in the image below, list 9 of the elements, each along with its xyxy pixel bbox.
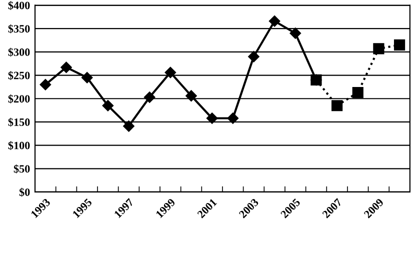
- y-tick-label: $350: [8, 24, 30, 34]
- y-tick-label: $150: [8, 118, 30, 127]
- y-tick-label: $0: [19, 188, 30, 197]
- y-tick-label: $300: [8, 48, 30, 57]
- y-tick-label: $50: [14, 164, 30, 174]
- y-tick-label: $250: [8, 71, 30, 80]
- y-tick-label: $400: [8, 1, 30, 10]
- y-tick-label: $100: [8, 141, 30, 150]
- y-tick-label: $200: [8, 94, 30, 104]
